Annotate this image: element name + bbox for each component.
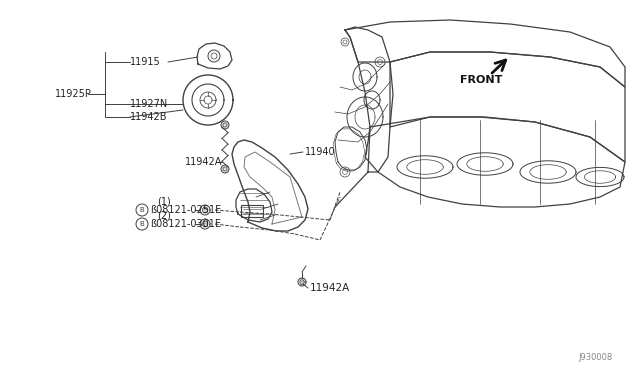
Circle shape — [221, 165, 229, 173]
Text: (1): (1) — [157, 196, 171, 206]
Text: J930008: J930008 — [578, 353, 612, 362]
Text: ß08121-0251E: ß08121-0251E — [150, 205, 221, 215]
Text: 11940: 11940 — [305, 147, 335, 157]
Text: B: B — [140, 221, 145, 227]
Text: ß08121-0301E: ß08121-0301E — [150, 219, 221, 229]
FancyBboxPatch shape — [241, 205, 263, 217]
Text: 11942B: 11942B — [130, 112, 168, 122]
Text: B: B — [140, 207, 145, 213]
Text: 11942A: 11942A — [310, 283, 350, 293]
Circle shape — [221, 121, 229, 129]
Text: 11927N: 11927N — [130, 99, 168, 109]
Text: 11915: 11915 — [130, 57, 161, 67]
Text: (2): (2) — [157, 210, 171, 220]
Text: FRONT: FRONT — [460, 75, 502, 85]
Text: 11925P: 11925P — [55, 89, 92, 99]
Text: 11942A: 11942A — [185, 157, 222, 167]
